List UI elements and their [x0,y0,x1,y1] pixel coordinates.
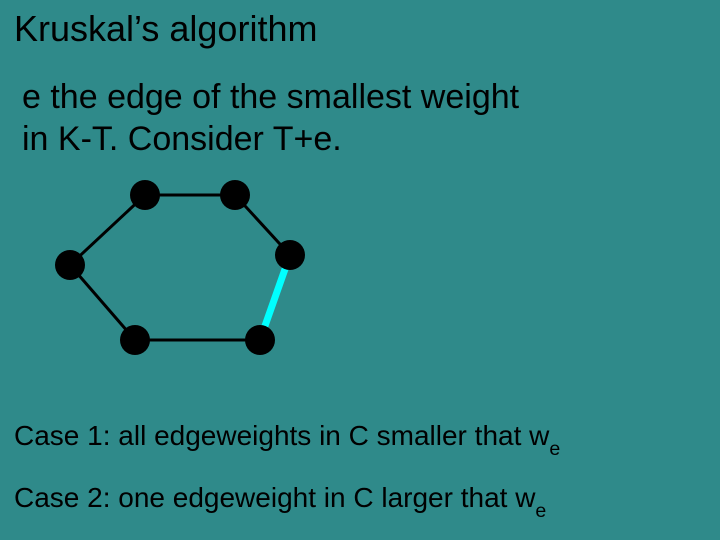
case-1-subscript: e [549,438,560,460]
graph-edge [70,195,145,265]
body-line-2: in K-T. Consider T+e. [22,118,519,160]
graph-node [220,180,250,210]
case-1-text: Case 1: all edgeweights in C smaller tha… [14,420,560,458]
slide: Kruskal’s algorithm e the edge of the sm… [0,0,720,540]
graph-node [275,240,305,270]
case-2-prefix: Case 2: one edgeweight in C larger that … [14,482,535,513]
case-2-text: Case 2: one edgeweight in C larger that … [14,482,546,520]
graph-node [120,325,150,355]
case-2-subscript: e [535,500,546,522]
graph-diagram [30,165,340,375]
graph-node [55,250,85,280]
slide-title: Kruskal’s algorithm [14,8,317,50]
body-text: e the edge of the smallest weight in K-T… [22,76,519,160]
graph-node [245,325,275,355]
body-line-1: e the edge of the smallest weight [22,76,519,118]
graph-node [130,180,160,210]
case-1-prefix: Case 1: all edgeweights in C smaller tha… [14,420,549,451]
